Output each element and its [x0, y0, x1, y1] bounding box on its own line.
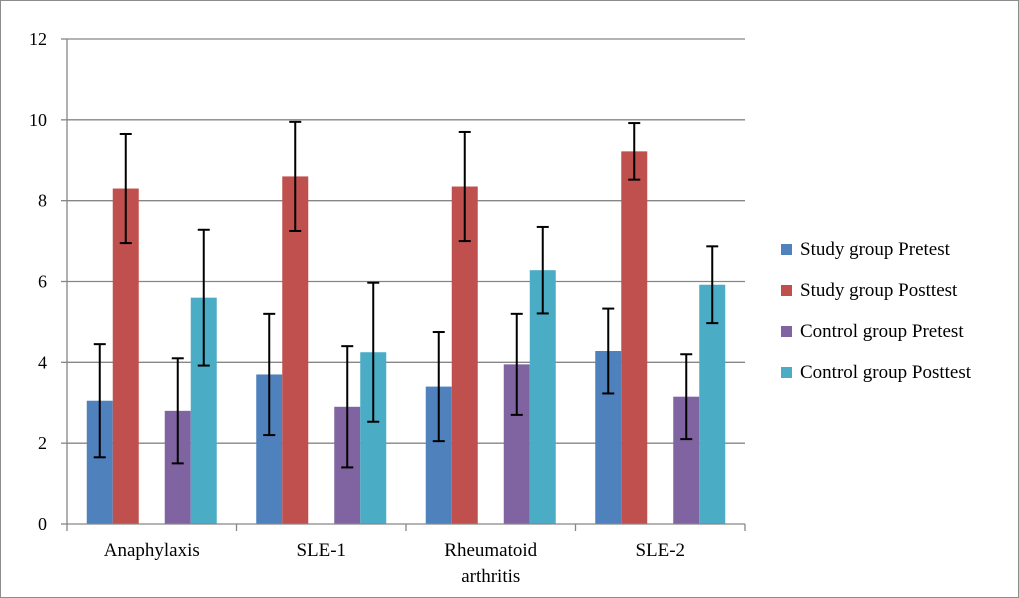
y-tick-label: 12	[29, 29, 47, 49]
x-category-labels: Anaphylaxis SLE-1 Rheumatoid arthritis SLE-2	[104, 540, 685, 587]
y-tick-label: 10	[29, 110, 47, 130]
error-bars-group	[93, 120, 719, 469]
legend-label: Control group Posttest	[800, 362, 972, 383]
x-category-label: Anaphylaxis	[104, 540, 200, 561]
legend-label: Study group Pretest	[800, 239, 951, 260]
legend: Study group Pretest Study group Posttest C…	[781, 239, 972, 383]
legend-label: Study group Posttest	[800, 280, 958, 301]
bar	[699, 284, 726, 524]
y-tick-label: 4	[38, 352, 47, 372]
x-category-label: SLE-1	[296, 540, 346, 561]
bars-group	[86, 151, 726, 525]
legend-swatch	[781, 367, 792, 378]
bar	[451, 186, 478, 525]
y-tick-label: 6	[38, 272, 47, 292]
x-category-label: SLE-2	[635, 540, 685, 561]
axes-group	[61, 38, 746, 531]
y-tick-label: 2	[38, 433, 47, 453]
legend-label: Control group Pretest	[800, 321, 964, 342]
y-tick-label: 8	[38, 191, 47, 211]
x-category-label: arthritis	[461, 566, 520, 587]
bar	[621, 151, 648, 524]
y-tick-labels: 0 2 4 6 8 10 12	[29, 29, 47, 534]
legend-swatch	[781, 244, 792, 255]
legend-swatch	[781, 285, 792, 296]
bar	[112, 188, 139, 524]
legend-swatch	[781, 326, 792, 337]
x-category-label: Rheumatoid	[444, 540, 537, 561]
bar	[282, 176, 309, 524]
y-tick-label: 0	[38, 514, 47, 534]
